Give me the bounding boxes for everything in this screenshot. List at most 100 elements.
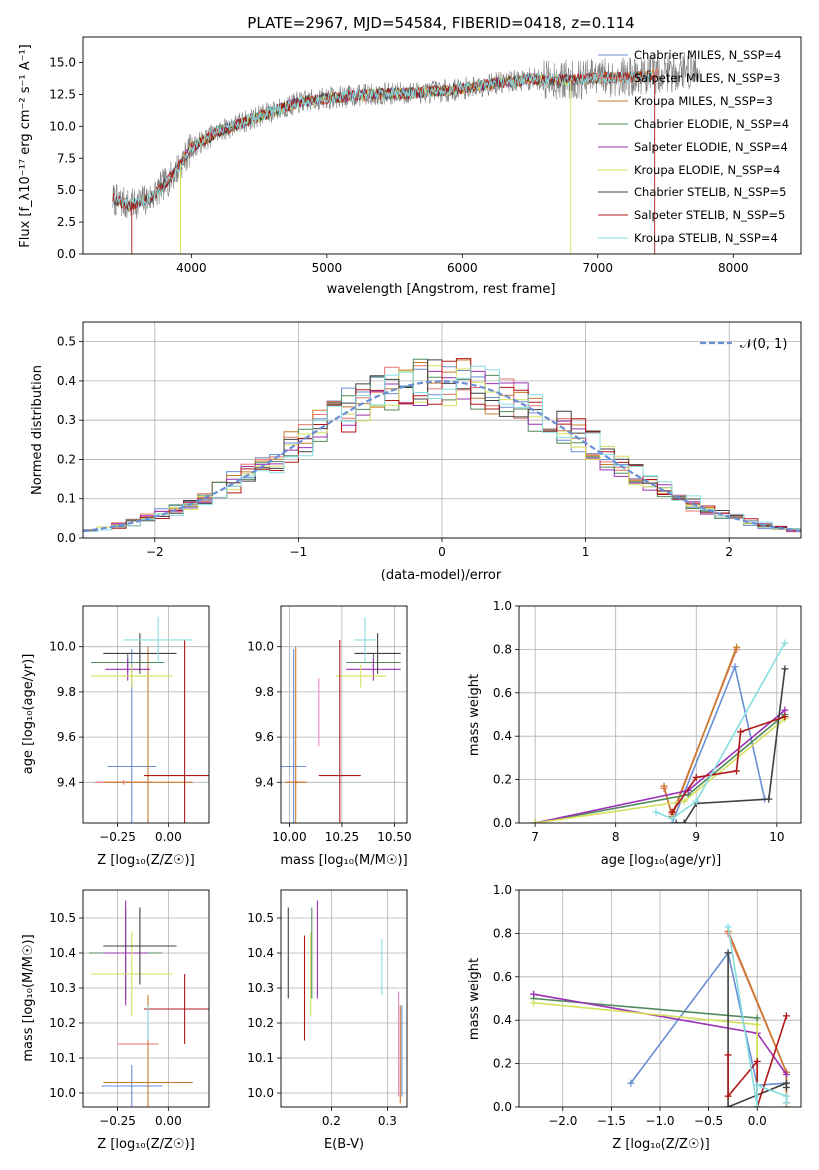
mw-z-xlabel: Z [log₁₀(Z/Z☉)] bbox=[612, 1137, 709, 1152]
y-tick-label: 0.4 bbox=[493, 1013, 512, 1027]
spectrum-ylabel: Flux [f_λ10⁻¹⁷ erg cm⁻² s⁻¹ A⁻¹] bbox=[18, 44, 33, 248]
y-tick-label: 0.2 bbox=[493, 1057, 512, 1071]
y-tick-label: 10.4 bbox=[49, 946, 76, 960]
age-z-xlabel: Z [log₁₀(Z/Z☉)] bbox=[97, 853, 194, 868]
y-tick-label: 12.5 bbox=[49, 87, 76, 101]
mass-weight-line bbox=[534, 709, 786, 823]
spectrum-legend: Chabrier MILES, N_SSP=4 Salpeter MILES, … bbox=[598, 48, 789, 245]
y-tick-label: 0.0 bbox=[57, 531, 76, 545]
mw-z-ylabel: mass weight bbox=[467, 958, 482, 1040]
axes-frame bbox=[280, 605, 408, 824]
y-tick-label: 9.4 bbox=[57, 775, 76, 789]
y-tick-label: 1.0 bbox=[493, 883, 512, 897]
mass-weight-line bbox=[534, 718, 786, 823]
x-tick-label: −0.25 bbox=[99, 830, 136, 844]
mw-age-xlabel: age [log₁₀(age/yr)] bbox=[601, 853, 722, 868]
plot-layer bbox=[83, 50, 801, 1107]
mass-weight-line bbox=[533, 1002, 759, 1107]
x-tick-label: 0.00 bbox=[155, 830, 182, 844]
x-tick-label: 10.00 bbox=[272, 830, 306, 844]
y-tick-label: 9.4 bbox=[255, 775, 274, 789]
legend-label-kroupa-miles: Kroupa MILES, N_SSP=3 bbox=[634, 94, 773, 108]
mass-weight-line bbox=[655, 642, 786, 820]
mass-z-ylabel: mass [log₁₀(M/M☉)] bbox=[21, 934, 36, 1061]
legend-label-salpeter-elodie: Salpeter ELODIE, N_SSP=4 bbox=[634, 140, 788, 154]
y-tick-label: 10.0 bbox=[49, 1086, 76, 1100]
legend-label-chabrier-miles: Chabrier MILES, N_SSP=4 bbox=[634, 48, 781, 62]
x-tick-label: −1.5 bbox=[597, 1114, 626, 1128]
residuals-legend: 𝒩(0, 1) bbox=[700, 337, 787, 352]
x-tick-label: 0.2 bbox=[322, 1114, 341, 1128]
y-tick-label: 10.3 bbox=[247, 981, 274, 995]
x-tick-label: 0.3 bbox=[378, 1114, 397, 1128]
legend-label-normal: 𝒩(0, 1) bbox=[740, 337, 787, 352]
grid-layer bbox=[83, 322, 801, 1108]
x-tick-label: −1.0 bbox=[645, 1114, 674, 1128]
y-tick-label: 10.1 bbox=[247, 1051, 274, 1065]
axes-frame bbox=[82, 321, 802, 539]
spectrum-xlabel: wavelength [Angstrom, rest frame] bbox=[327, 282, 556, 297]
mass-vs-EBV-errorbars bbox=[287, 900, 403, 1104]
y-tick-label: 10.5 bbox=[247, 911, 274, 925]
y-tick-label: 9.6 bbox=[255, 730, 274, 744]
axes-frame bbox=[82, 889, 210, 1108]
massweight-vs-age-lines bbox=[531, 639, 789, 823]
legend-label-chabrier-stelib: Chabrier STELIB, N_SSP=5 bbox=[634, 185, 786, 199]
residual-histogram-line bbox=[83, 365, 801, 532]
x-tick-label: −2.0 bbox=[548, 1114, 577, 1128]
y-tick-label: 0.3 bbox=[57, 413, 76, 427]
axes-frame bbox=[518, 605, 802, 824]
y-tick-label: 10.3 bbox=[49, 981, 76, 995]
legend-label-salpeter-stelib: Salpeter STELIB, N_SSP=5 bbox=[634, 208, 785, 222]
x-tick-label: 1 bbox=[582, 545, 590, 559]
residuals-ylabel: Normed distribution bbox=[30, 365, 45, 495]
x-tick-label: 0.0 bbox=[748, 1114, 767, 1128]
x-tick-label: 10 bbox=[769, 830, 784, 844]
mass-ebv-xlabel: E(B-V) bbox=[324, 1137, 364, 1152]
massweight-vs-Z-lines bbox=[530, 923, 790, 1107]
spectrum-model-line bbox=[112, 70, 653, 211]
spectrum-title: PLATE=2967, MJD=54584, FIBERID=0418, z=0… bbox=[247, 14, 634, 32]
y-tick-label: 5.0 bbox=[57, 183, 76, 197]
x-tick-label: −0.5 bbox=[694, 1114, 723, 1128]
mass-vs-Z-errorbars bbox=[89, 900, 209, 1107]
x-tick-label: 10.50 bbox=[377, 830, 411, 844]
x-tick-label: 8 bbox=[612, 830, 620, 844]
residual-histograms bbox=[83, 358, 801, 533]
age-vs-Z-errorbars bbox=[91, 617, 209, 823]
y-tick-label: 10.1 bbox=[49, 1051, 76, 1065]
x-tick-label: 2 bbox=[725, 545, 733, 559]
x-tick-label: 5000 bbox=[312, 261, 343, 275]
y-tick-label: 7.5 bbox=[57, 151, 76, 165]
y-tick-label: 0.8 bbox=[493, 642, 512, 656]
y-tick-label: 0.1 bbox=[57, 492, 76, 506]
mass-weight-line bbox=[534, 713, 786, 823]
y-tick-label: 0.0 bbox=[493, 816, 512, 830]
y-tick-label: 0.0 bbox=[57, 247, 76, 261]
age-vs-mass-errorbars bbox=[281, 617, 401, 823]
x-tick-label: 7000 bbox=[583, 261, 614, 275]
axes-frame bbox=[82, 36, 802, 255]
x-tick-label: 6000 bbox=[447, 261, 478, 275]
mass-z-xlabel: Z [log₁₀(Z/Z☉)] bbox=[97, 1137, 194, 1152]
mass-weight-line bbox=[533, 997, 759, 1107]
x-tick-label: −1 bbox=[290, 545, 308, 559]
y-tick-label: 10.2 bbox=[49, 1016, 76, 1030]
y-tick-label: 10.0 bbox=[49, 119, 76, 133]
y-tick-label: 1.0 bbox=[493, 599, 512, 613]
x-tick-label: −2 bbox=[146, 545, 164, 559]
mw-age-ylabel: mass weight bbox=[467, 674, 482, 756]
y-tick-label: 10.0 bbox=[247, 1086, 274, 1100]
y-tick-label: 10.0 bbox=[49, 640, 76, 654]
y-tick-label: 0.0 bbox=[493, 1100, 512, 1114]
x-tick-label: 9 bbox=[692, 830, 700, 844]
y-tick-label: 0.2 bbox=[57, 452, 76, 466]
x-tick-label: −0.25 bbox=[99, 1114, 136, 1128]
y-tick-label: 2.5 bbox=[57, 215, 76, 229]
x-tick-label: 8000 bbox=[718, 261, 749, 275]
y-tick-label: 0.8 bbox=[493, 926, 512, 940]
y-tick-label: 0.4 bbox=[57, 374, 76, 388]
y-tick-label: 15.0 bbox=[49, 56, 76, 70]
frame-layer: 4000 5000 6000 7000 80000.02.55.07.510.012.5… bbox=[49, 36, 802, 1128]
y-tick-label: 0.5 bbox=[57, 335, 76, 349]
